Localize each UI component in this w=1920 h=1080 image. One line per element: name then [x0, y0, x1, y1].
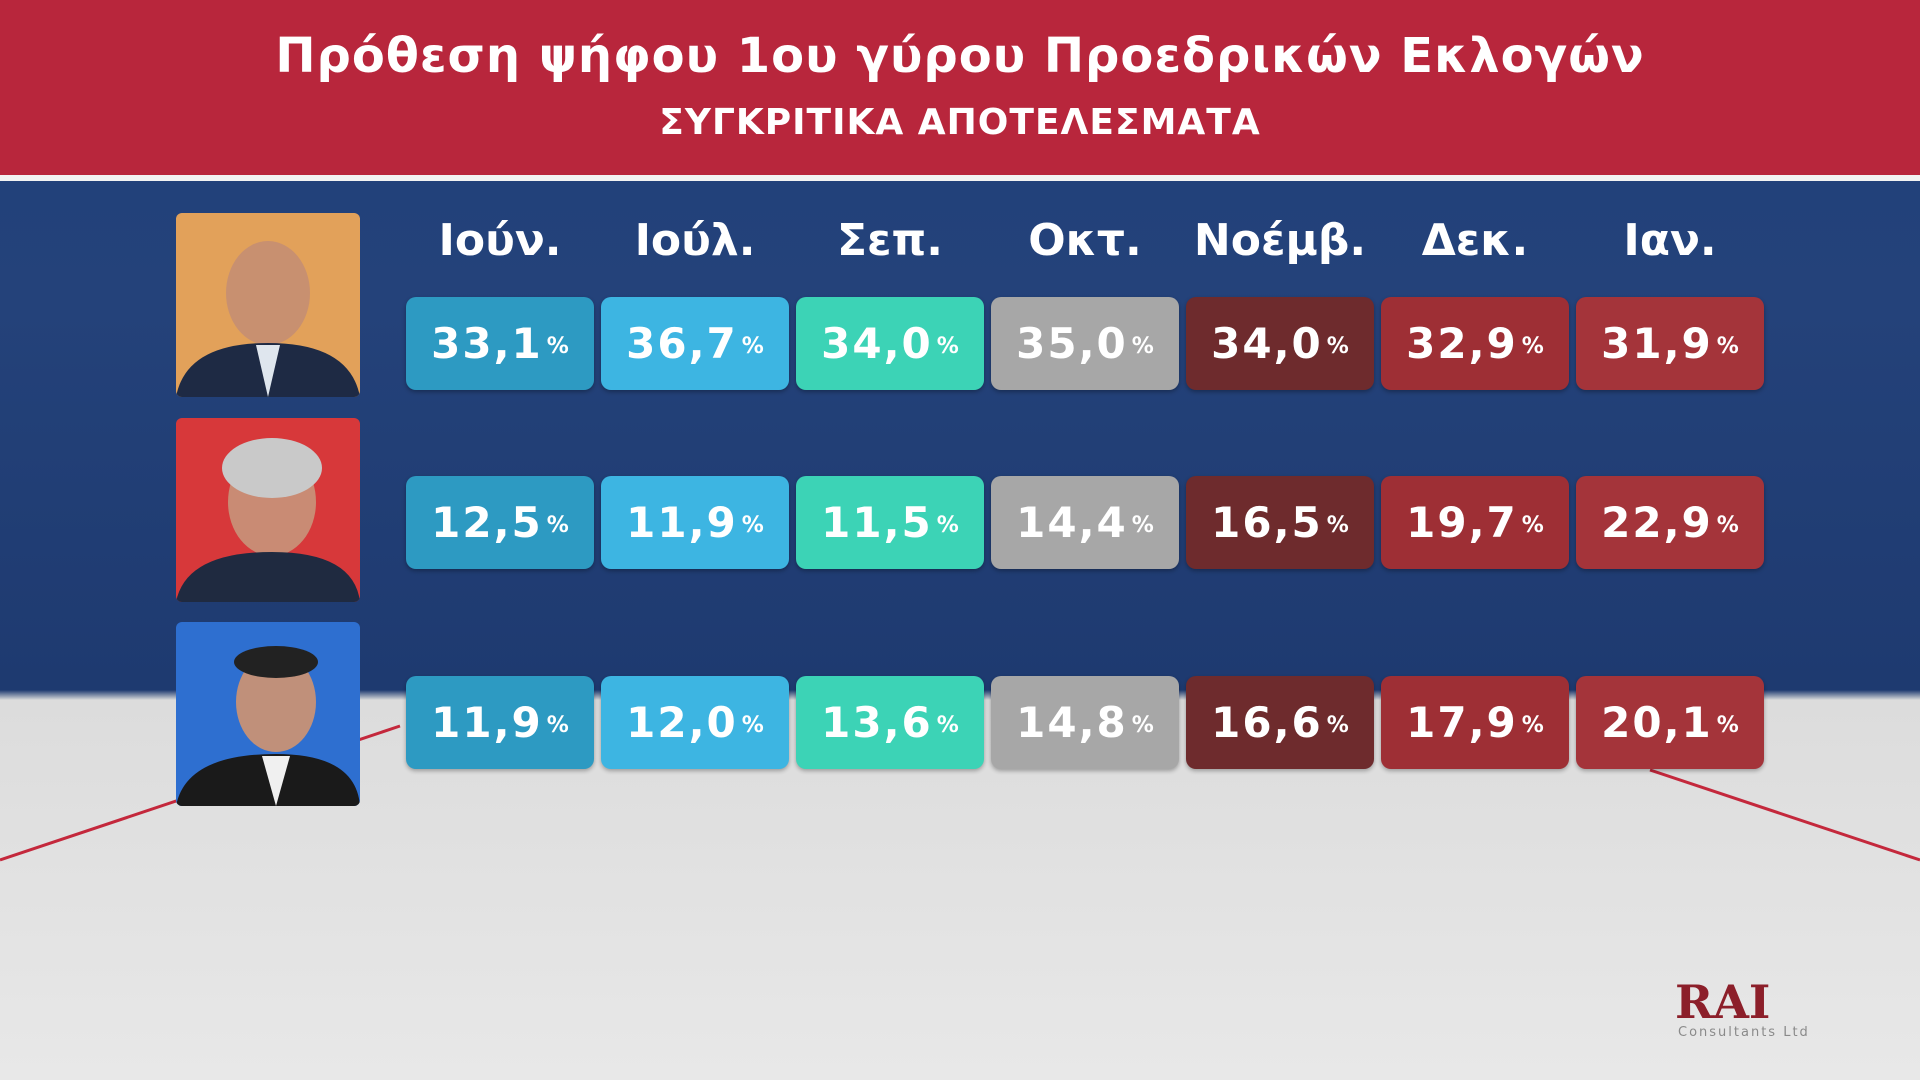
- column-header: Ιούν.: [438, 215, 562, 266]
- subtitle: ΣΥΓΚΡΙΤΙΚΑ ΑΠΟΤΕΛΕΣΜΑΤΑ: [659, 102, 1261, 143]
- cell-unit: %: [1131, 334, 1154, 359]
- value-cell: 12,0%: [601, 676, 789, 769]
- cell-unit: %: [741, 513, 764, 538]
- value-cell: 35,0%: [991, 297, 1179, 390]
- value-cell: 16,6%: [1186, 676, 1374, 769]
- cell-unit: %: [1521, 713, 1544, 738]
- cell-unit: %: [546, 334, 569, 359]
- value-cell: 13,6%: [796, 676, 984, 769]
- cell-unit: %: [1716, 334, 1739, 359]
- column-header: Δεκ.: [1421, 215, 1529, 266]
- candidate-photo: [176, 418, 360, 602]
- cell-unit: %: [1326, 513, 1349, 538]
- column-header: Οκτ.: [1028, 215, 1142, 266]
- cell-unit: %: [936, 334, 959, 359]
- column-header: Σεπ.: [836, 215, 944, 266]
- cell-value: 13,6: [821, 698, 933, 747]
- value-cell: 36,7%: [601, 297, 789, 390]
- value-cell: 34,0%: [796, 297, 984, 390]
- cell-unit: %: [1326, 713, 1349, 738]
- value-cell: 17,9%: [1381, 676, 1569, 769]
- cell-value: 31,9: [1601, 319, 1713, 368]
- cell-value: 17,9: [1406, 698, 1518, 747]
- cell-value: 19,7: [1406, 498, 1518, 547]
- cell-value: 16,6: [1211, 698, 1323, 747]
- column-header: Ιαν.: [1623, 215, 1717, 266]
- cell-unit: %: [936, 713, 959, 738]
- candidate-photo: [176, 213, 360, 397]
- column-header: Ιούλ.: [634, 215, 756, 266]
- value-cell: 11,9%: [601, 476, 789, 569]
- cell-unit: %: [741, 334, 764, 359]
- header: Πρόθεση ψήφου 1ου γύρου Προεδρικών Εκλογ…: [0, 0, 1920, 181]
- cell-unit: %: [1326, 334, 1349, 359]
- value-cell: 12,5%: [406, 476, 594, 569]
- cell-value: 34,0: [821, 319, 933, 368]
- cell-unit: %: [1716, 713, 1739, 738]
- cell-unit: %: [1716, 513, 1739, 538]
- value-cell: 14,4%: [991, 476, 1179, 569]
- cell-unit: %: [936, 513, 959, 538]
- column-header: Νοέμβ.: [1193, 215, 1367, 266]
- cell-value: 11,9: [431, 698, 543, 747]
- cell-value: 11,5: [821, 498, 933, 547]
- cell-value: 20,1: [1601, 698, 1713, 747]
- value-cell: 11,9%: [406, 676, 594, 769]
- value-cell: 22,9%: [1576, 476, 1764, 569]
- cell-unit: %: [1521, 513, 1544, 538]
- cell-value: 35,0: [1016, 319, 1128, 368]
- cell-unit: %: [546, 513, 569, 538]
- logo: RAI: [1675, 975, 1771, 1029]
- value-cell: 14,8%: [991, 676, 1179, 769]
- cell-value: 36,7: [626, 319, 738, 368]
- cell-unit: %: [1521, 334, 1544, 359]
- cell-value: 12,0: [626, 698, 738, 747]
- value-cell: 33,1%: [406, 297, 594, 390]
- cell-value: 32,9: [1406, 319, 1518, 368]
- cell-unit: %: [546, 713, 569, 738]
- cell-value: 11,9: [626, 498, 738, 547]
- cell-value: 33,1: [431, 319, 543, 368]
- logo-tagline: Consultants Ltd: [1678, 1025, 1810, 1040]
- cell-unit: %: [741, 713, 764, 738]
- cell-value: 14,4: [1016, 498, 1128, 547]
- value-cell: 31,9%: [1576, 297, 1764, 390]
- value-cell: 32,9%: [1381, 297, 1569, 390]
- cell-value: 14,8: [1016, 698, 1128, 747]
- cell-value: 16,5: [1211, 498, 1323, 547]
- cell-value: 22,9: [1601, 498, 1713, 547]
- value-cell: 20,1%: [1576, 676, 1764, 769]
- title: Πρόθεση ψήφου 1ου γύρου Προεδρικών Εκλογ…: [275, 28, 1645, 84]
- cell-unit: %: [1131, 513, 1154, 538]
- value-cell: 16,5%: [1186, 476, 1374, 569]
- value-cell: 19,7%: [1381, 476, 1569, 569]
- value-cell: 11,5%: [796, 476, 984, 569]
- cell-unit: %: [1131, 713, 1154, 738]
- cell-value: 12,5: [431, 498, 543, 547]
- cell-value: 34,0: [1211, 319, 1323, 368]
- value-cell: 34,0%: [1186, 297, 1374, 390]
- candidate-photo: [176, 622, 360, 806]
